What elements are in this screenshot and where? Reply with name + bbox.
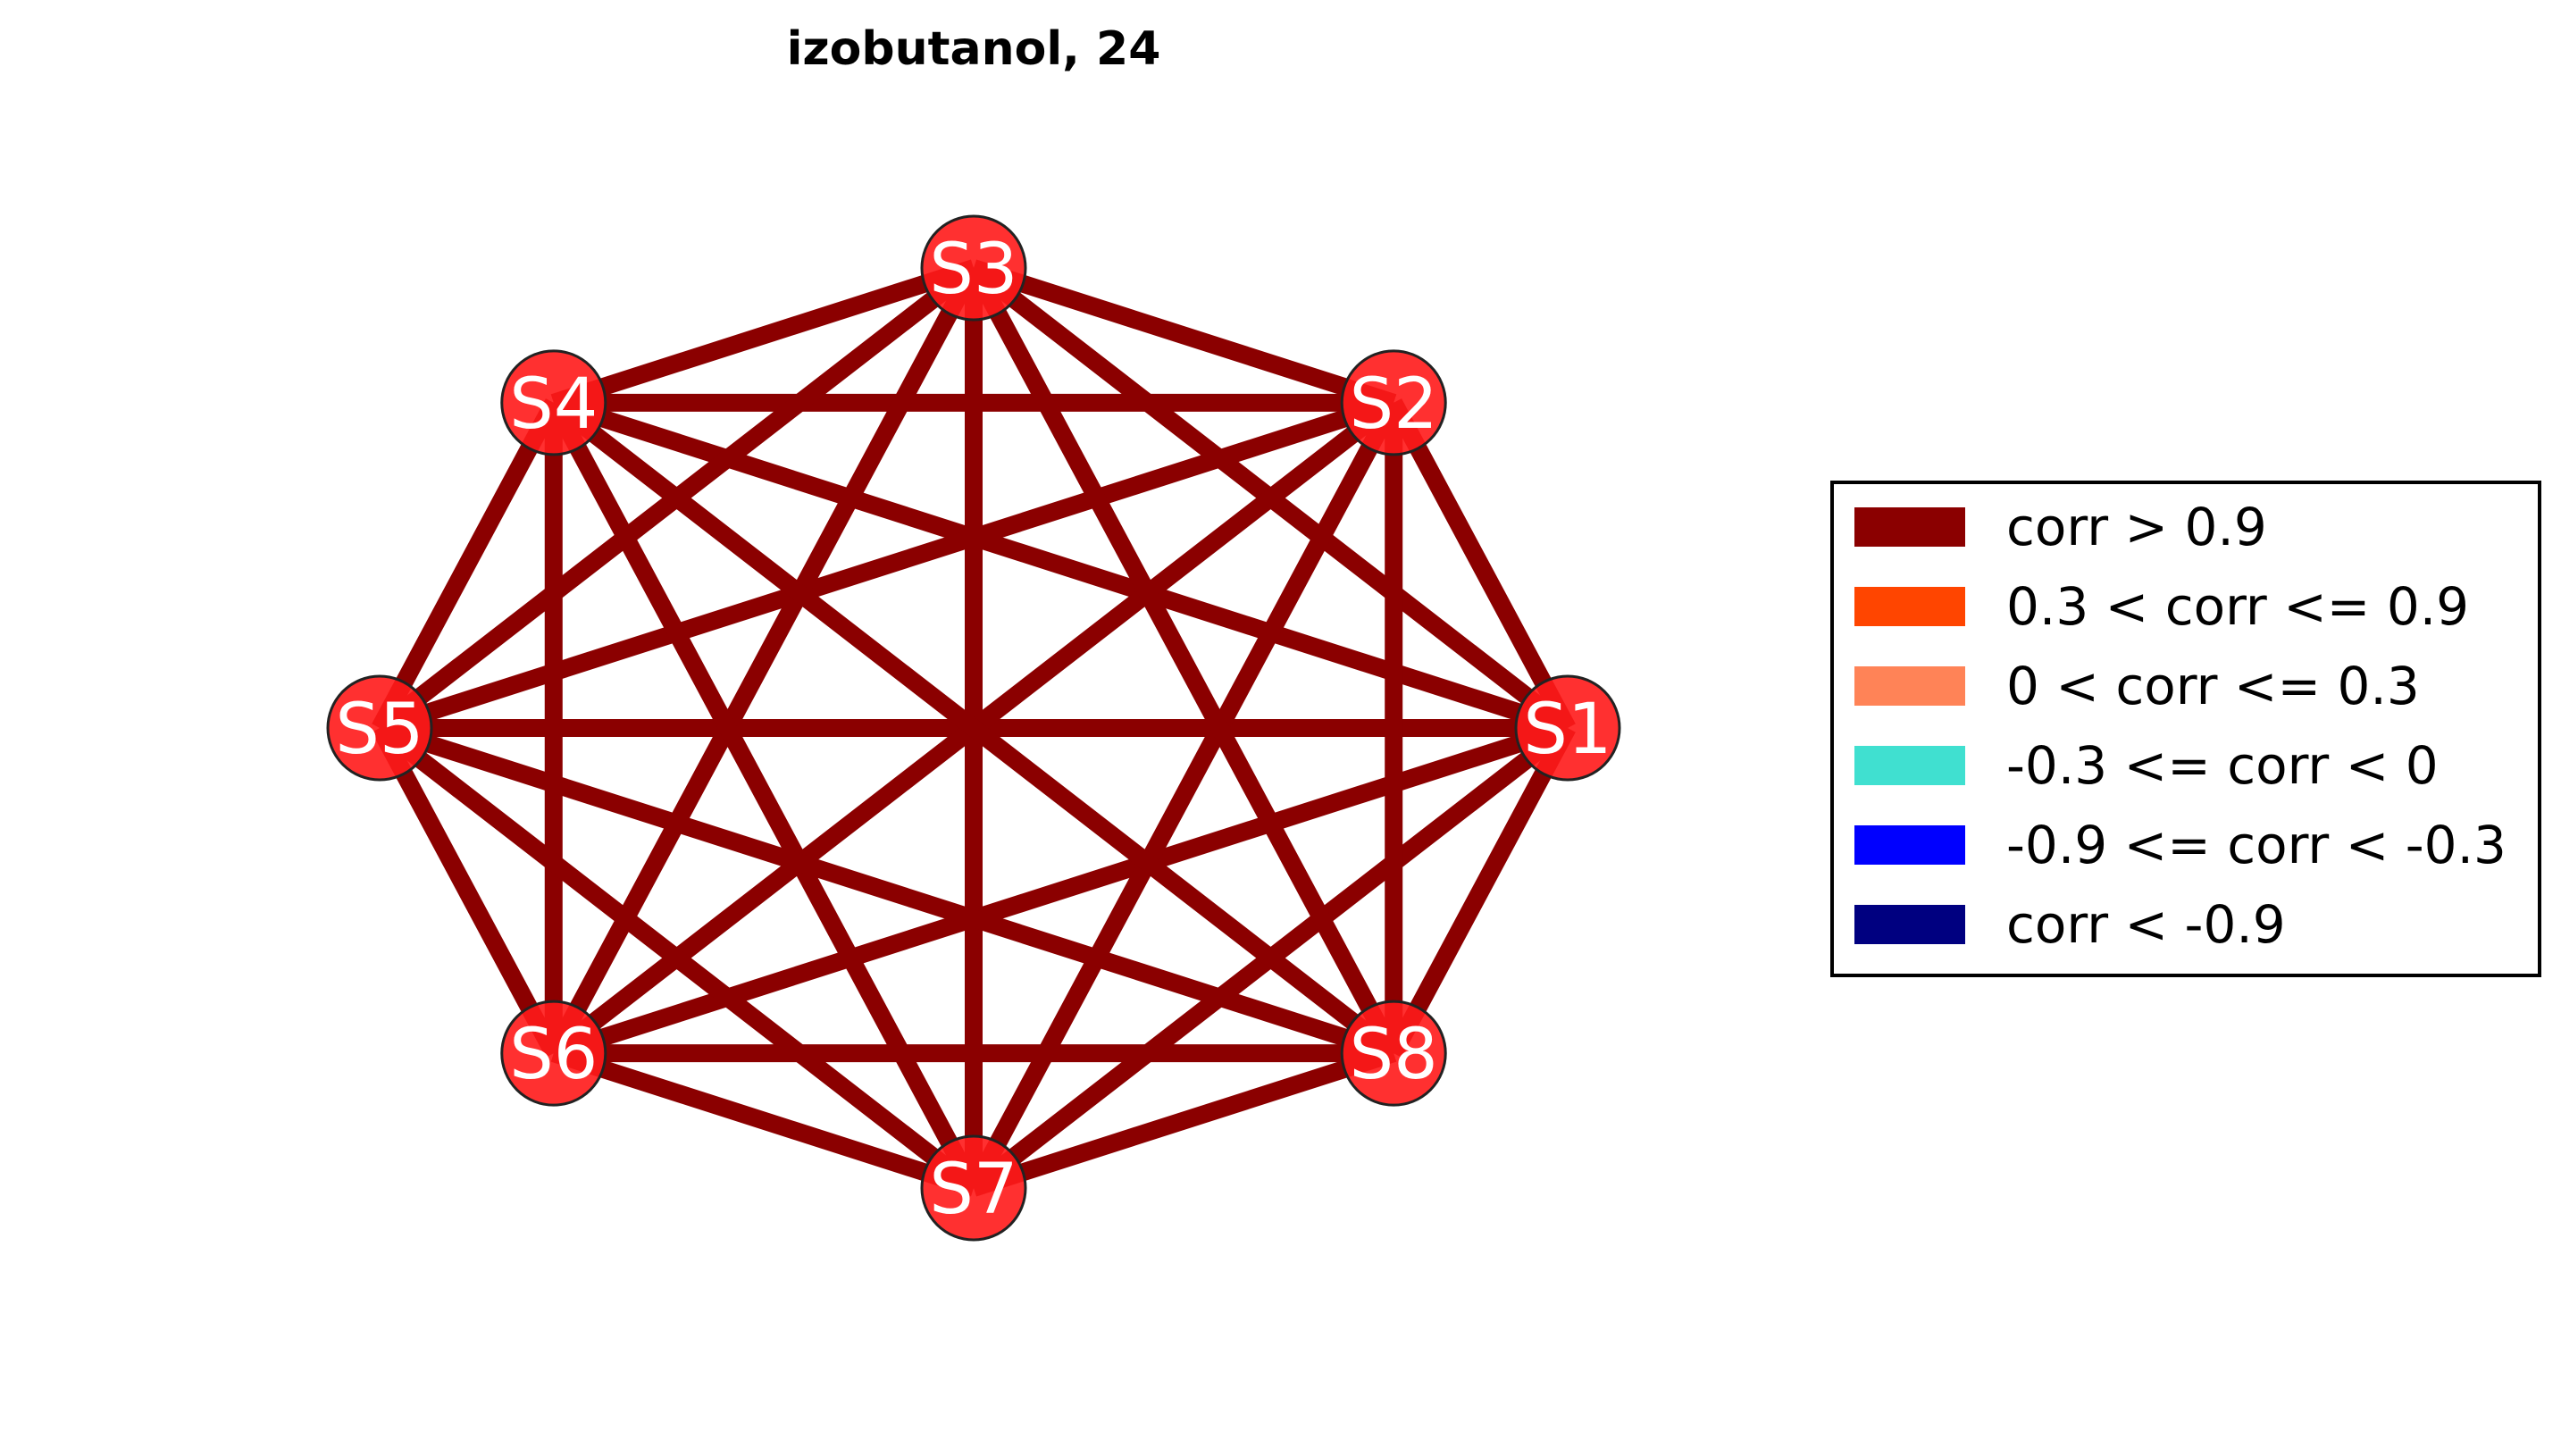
edge-s1-s8	[1385, 724, 1576, 1058]
node-label-s3: S3	[929, 230, 1017, 310]
legend-label-1: 0.3 < corr <= 0.9	[2006, 576, 2469, 637]
node-label-s6: S6	[509, 1015, 598, 1095]
edge-s3-s8	[966, 264, 1402, 1058]
legend-label-3: -0.3 <= corr < 0	[2006, 735, 2439, 796]
legend-swatch-3	[1854, 746, 1965, 785]
node-label-s1: S1	[1523, 690, 1611, 770]
legend-swatch-2	[1854, 666, 1965, 706]
legend-label-0: corr > 0.9	[2006, 497, 2267, 557]
edge-s6-s7	[550, 1044, 977, 1197]
node-s5	[326, 674, 433, 782]
node-label-s2: S2	[1350, 364, 1438, 445]
edge-s5-s6	[372, 724, 562, 1058]
node-label-s7: S7	[929, 1150, 1017, 1230]
node-s3	[920, 214, 1027, 322]
node-s8	[1340, 1000, 1447, 1107]
node-label-s5: S5	[335, 690, 423, 770]
edge-s4-s8	[548, 395, 1400, 1061]
legend-swatch-0	[1854, 507, 1965, 547]
legend-swatch-4	[1854, 825, 1965, 865]
node-s4	[500, 349, 607, 456]
figure-title: izobutanol, 24	[787, 22, 1161, 76]
node-s7	[920, 1134, 1027, 1242]
node-s1	[1514, 674, 1621, 782]
edges-layer	[372, 259, 1576, 1197]
nodes-layer: S1 S2 S3 S4 S5 S6 S7 S8	[326, 214, 1621, 1242]
legend-label-2: 0 < corr <= 0.3	[2006, 656, 2420, 716]
legend: corr > 0.9 0.3 < corr <= 0.9 0 < corr <= 0…	[1830, 481, 2541, 977]
node-label-s4: S4	[509, 364, 598, 445]
legend-label-4: -0.9 <= corr < -0.3	[2006, 815, 2507, 875]
edge-s4-s5	[372, 398, 562, 732]
legend-swatch-1	[1854, 587, 1965, 626]
legend-frame	[1830, 481, 2541, 977]
edge-s7-s8	[970, 1044, 1397, 1197]
node-label-s8: S8	[1350, 1015, 1438, 1095]
legend-label-5: corr < -0.9	[2006, 894, 2286, 955]
node-s6	[500, 1000, 607, 1107]
edge-s5-s8	[376, 719, 1397, 1062]
node-s2	[1340, 349, 1447, 456]
edge-s1-s2	[1385, 398, 1576, 732]
edge-s5-s7	[373, 721, 980, 1195]
edge-s2-s3	[970, 259, 1397, 412]
legend-swatch-5	[1854, 905, 1965, 944]
edge-s3-s4	[550, 259, 977, 412]
